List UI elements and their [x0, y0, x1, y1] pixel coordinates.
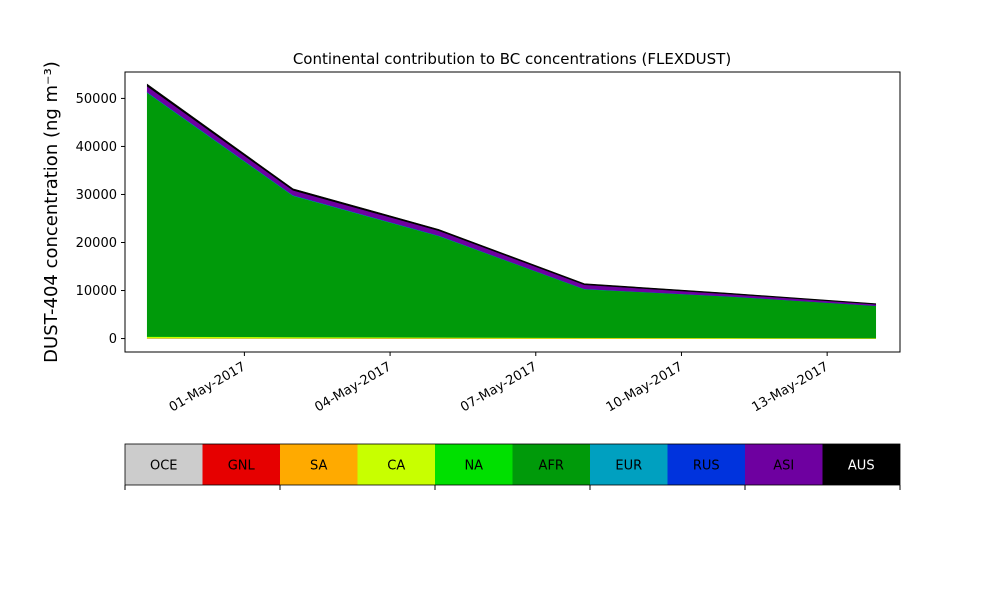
legend-swatch-sa — [280, 444, 358, 485]
y-tick-label: 50000 — [76, 92, 117, 107]
legend-label-aus: AUS — [848, 459, 875, 474]
legend-colorbar: OCE GNL SA CA NA AFR EUR RUS ASI AUS — [124, 443, 901, 490]
legend-label-oce: OCE — [150, 459, 178, 474]
legend-label-ca: CA — [387, 459, 405, 474]
area-series-aus — [146, 83, 877, 305]
legend-swatch-rus — [667, 444, 745, 485]
y-tick-label: 30000 — [76, 188, 117, 203]
legend-swatch-aus — [822, 444, 900, 485]
legend-swatch-na — [435, 444, 513, 485]
y-axis-label: DUST-404 concentration (ng m⁻³) — [41, 61, 62, 363]
legend-swatch-oce — [125, 444, 203, 485]
x-tick-label: 04-May-2017 — [312, 359, 394, 415]
plot-frame — [124, 71, 901, 353]
legend-label-afr: AFR — [539, 459, 564, 474]
legend-swatch-ca — [357, 444, 435, 485]
legend-swatch-afr — [512, 444, 590, 485]
legend-label-na: NA — [464, 459, 483, 474]
legend-label-rus: RUS — [693, 459, 720, 474]
y-tick-label: 20000 — [76, 236, 117, 251]
legend-frame — [124, 443, 901, 486]
y-tick-label: 10000 — [76, 284, 117, 299]
legend-swatch-gnl — [202, 444, 280, 485]
x-tick-label: 01-May-2017 — [167, 359, 249, 415]
legend-swatch-eur — [590, 444, 668, 485]
legend-label-gnl: GNL — [228, 459, 256, 474]
area-series-afr — [146, 92, 877, 339]
x-tick-label: 07-May-2017 — [458, 359, 540, 415]
y-tick-label: 40000 — [76, 140, 117, 155]
chart-title: Continental contribution to BC concentra… — [293, 50, 731, 68]
x-tick-label: 10-May-2017 — [604, 359, 686, 415]
x-tick-label: 13-May-2017 — [749, 359, 831, 415]
legend-label-sa: SA — [310, 459, 327, 474]
plot-area: 0 10000 20000 30000 40000 50000 01-May-2017 04-… — [76, 71, 901, 415]
legend-label-asi: ASI — [773, 459, 794, 474]
y-tick-label: 0 — [109, 332, 117, 347]
legend-swatch-asi — [745, 444, 823, 485]
legend-label-eur: EUR — [615, 459, 642, 474]
